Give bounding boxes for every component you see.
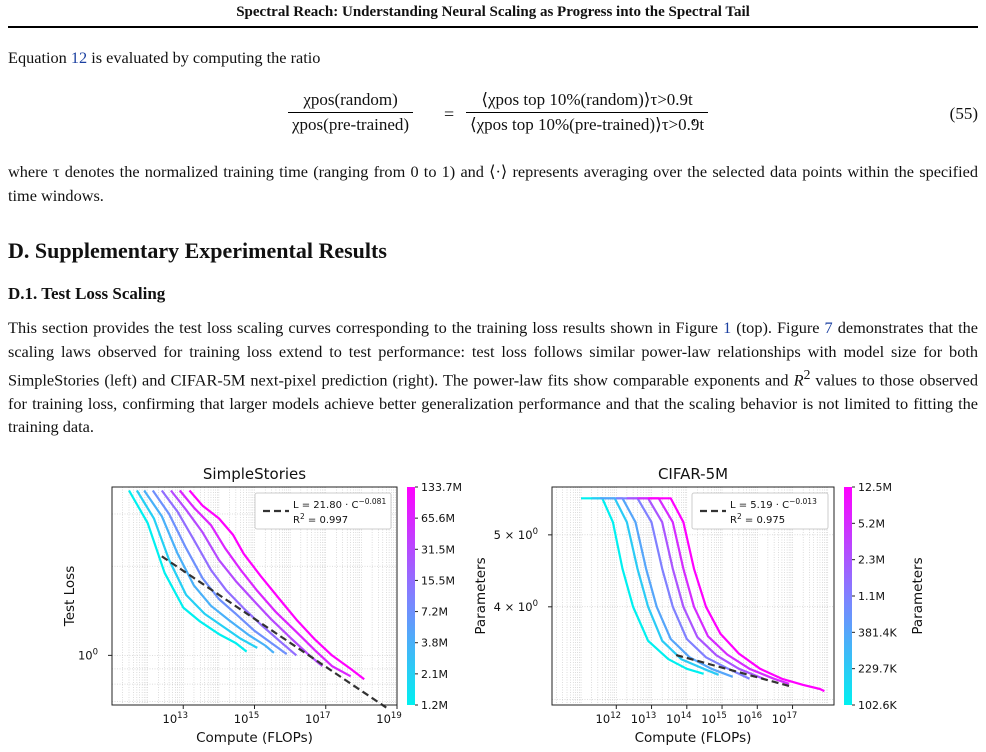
colorbar-tick-label: 381.4K (858, 626, 897, 639)
power-law-fit-line (675, 654, 793, 688)
y-tick-label: 5 × 100 (494, 527, 538, 542)
y-axis-label: Test Loss (62, 566, 78, 628)
series-line-2.1M (135, 489, 258, 649)
colorbar-tick-label: 31.5M (421, 543, 455, 556)
body-text-3: demonstrates that the scaling laws obser… (8, 318, 979, 390)
series-line-7.2M (151, 489, 288, 655)
x-tick-label: 1013 (631, 711, 656, 726)
series-line-3.8M (143, 489, 275, 654)
x-tick-label: 1019 (376, 711, 401, 726)
running-title: Spectral Reach: Understanding Neural Sca… (236, 4, 750, 20)
legend-box (254, 492, 392, 530)
colorbar-label: Parameters (473, 557, 489, 634)
colorbar-tick-label: 2.3M (858, 554, 885, 567)
r2-symbol: R (793, 370, 804, 390)
colorbar-tick-label: 102.6K (858, 699, 897, 712)
x-tick-label: 1017 (305, 711, 330, 726)
equation-lhs: χpos(random) χpos(pre-trained) (288, 90, 414, 135)
series-line-229.7K (591, 497, 720, 676)
series-line-5.2M (637, 497, 790, 685)
series-line-102.6K (581, 497, 704, 675)
body-paragraph: This section provides the test loss scal… (8, 318, 979, 437)
legend-box (691, 492, 829, 530)
y-tick-label: 100 (78, 647, 98, 662)
series-line-12.5M (648, 497, 825, 693)
intro-paragraph: Equation 12 is evaluated by computing th… (8, 46, 978, 70)
x-tick-label: 1017 (772, 711, 797, 726)
series-line-31.5M (170, 489, 324, 667)
legend-r2: R2 = 0.997 (293, 512, 348, 526)
series-line-133.7M (188, 489, 365, 681)
chart-title: CIFAR-5M (658, 465, 728, 483)
equation-55: χpos(random) χpos(pre-trained) = ⟨χpos t… (0, 86, 986, 148)
colorbar-tick-label: 1.1M (858, 590, 885, 603)
colorbar (844, 487, 852, 705)
x-tick-label: 1014 (666, 711, 691, 726)
x-tick-label: 1016 (737, 711, 762, 726)
colorbar-tick-label: 2.1M (421, 668, 448, 681)
equation-lhs-denominator: χpos(pre-trained) (292, 115, 410, 134)
equation-comma: , (692, 106, 697, 125)
equation-number: (55) (949, 104, 978, 123)
colorbar-tick-label: 15.5M (421, 574, 455, 587)
section-title: D. Supplementary Experimental Results (8, 238, 387, 263)
figure-1-link[interactable]: 1 (723, 318, 732, 337)
equals-sign: = (444, 104, 455, 124)
series-line-2.3M (626, 497, 764, 680)
equation-rhs-denominator: ⟨χpos top 10%(pre-trained)⟩τ>0.9t (470, 115, 705, 134)
x-tick-label: 1015 (701, 711, 726, 726)
where-paragraph: where τ denotes the normalized training … (8, 162, 978, 205)
x-tick-label: 1015 (234, 711, 259, 726)
legend-r2: R2 = 0.975 (730, 512, 785, 526)
equation-rhs-numerator: ⟨χpos top 10%(random)⟩τ>0.9t (466, 90, 709, 113)
power-law-fit-line (161, 555, 387, 709)
y-tick-label: 4 × 100 (494, 599, 538, 614)
colorbar-tick-label: 229.7K (858, 663, 897, 676)
colorbar-tick-label: 7.2M (421, 606, 448, 619)
colorbar-tick-label: 1.2M (421, 699, 448, 712)
equation-lhs-numerator: χpos(random) (288, 90, 414, 113)
equation-rhs: ⟨χpos top 10%(random)⟩τ>0.9t ⟨χpos top 1… (466, 90, 709, 135)
plot-frame (551, 486, 835, 706)
colorbar-tick-label: 3.8M (421, 637, 448, 650)
x-axis-label: Compute (FLOPs) (196, 730, 313, 746)
body-text-1: This section provides the test loss scal… (8, 318, 724, 337)
series-line-15.5M (160, 489, 298, 657)
subsection-title: D.1. Test Loss Scaling (8, 284, 166, 303)
x-axis-label: Compute (FLOPs) (635, 730, 752, 746)
intro-text: Equation (8, 48, 71, 67)
body-text-2: (top). Figure (731, 318, 825, 337)
chart-title: SimpleStories (203, 465, 306, 483)
x-tick-label: 1012 (596, 711, 621, 726)
colorbar-tick-label: 12.5M (858, 481, 892, 494)
series-line-65.6M (178, 489, 352, 678)
body-text-4: values to those observed for training lo… (8, 370, 978, 437)
series-line-381.4K (600, 497, 734, 678)
series-line-1.1M (616, 497, 750, 680)
colorbar-label: Parameters (910, 557, 926, 634)
colorbar (407, 487, 415, 705)
intro-text-end: is evaluated by computing the ratio (87, 48, 321, 67)
x-tick-label: 1013 (163, 711, 188, 726)
figure-7-link[interactable]: 7 (824, 318, 833, 337)
equation-link[interactable]: 12 (70, 48, 88, 67)
header-rule (8, 26, 978, 28)
colorbar-tick-label: 133.7M (421, 481, 462, 494)
series-line-1.2M (128, 489, 248, 653)
colorbar-tick-label: 65.6M (421, 512, 455, 525)
colorbar-tick-label: 5.2M (858, 517, 885, 530)
